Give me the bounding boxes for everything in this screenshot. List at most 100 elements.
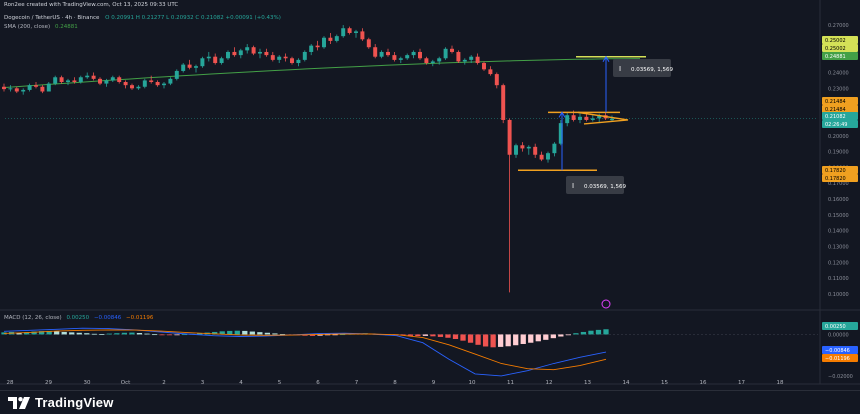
measure-label-box[interactable] [566,176,624,194]
candle[interactable] [66,80,70,83]
candle[interactable] [488,69,493,75]
candle[interactable] [264,51,269,56]
candle[interactable] [411,51,416,56]
candle[interactable] [437,58,442,62]
candle[interactable] [14,88,19,92]
candle[interactable] [424,58,429,64]
candle[interactable] [302,51,307,60]
candle[interactable] [110,77,115,81]
candle[interactable] [494,74,499,86]
candle[interactable] [123,82,128,86]
candle[interactable] [398,58,403,60]
candle[interactable] [258,51,262,54]
candle[interactable] [443,48,448,59]
candle[interactable] [296,59,301,64]
candle[interactable] [526,146,531,149]
candle[interactable] [341,28,346,37]
event-flag-icon[interactable] [601,299,611,309]
candle[interactable] [552,143,557,154]
candle[interactable] [21,89,26,92]
candle[interactable] [590,118,595,120]
candle[interactable] [373,47,378,57]
candle[interactable] [213,56,218,64]
candle[interactable] [130,85,134,89]
candle[interactable] [283,56,288,59]
candle[interactable] [469,56,474,60]
candle[interactable] [309,45,314,52]
price-chart[interactable]: 0.270000.260000.250000.240000.230000.220… [0,0,860,390]
candle[interactable] [59,77,64,83]
candle[interactable] [104,80,109,84]
candle[interactable] [181,64,186,71]
candle[interactable] [520,145,525,149]
candle[interactable] [27,85,32,90]
candle[interactable] [379,51,384,57]
candle[interactable] [507,119,512,155]
candle[interactable] [232,51,237,56]
candle[interactable] [187,64,192,68]
candle[interactable] [46,83,51,92]
candle[interactable] [72,80,77,83]
candle[interactable] [597,115,602,119]
candle[interactable] [334,36,339,41]
candle[interactable] [405,55,410,59]
candle[interactable] [456,51,461,62]
candle[interactable] [162,83,166,86]
candle[interactable] [251,47,256,54]
candle[interactable] [200,58,205,67]
candle[interactable] [610,118,614,121]
candle[interactable] [418,51,422,59]
candle[interactable] [85,75,90,78]
candle[interactable] [533,146,538,155]
candle[interactable] [149,80,154,83]
candle[interactable] [546,153,550,160]
sma-legend[interactable]: SMA (200, close) 0.24881 [4,24,78,30]
candle[interactable] [136,86,141,89]
candle[interactable] [219,58,224,64]
candle[interactable] [117,77,122,83]
symbol-name[interactable]: Dogecoin / TetherUS · 4h · Binance [4,15,100,21]
candle[interactable] [2,86,6,90]
candle[interactable] [475,56,480,64]
candle[interactable] [168,78,173,84]
candle[interactable] [514,145,518,155]
candle[interactable] [578,116,582,120]
candle[interactable] [430,61,435,64]
macd-legend[interactable]: MACD (12, 26, close) 0.00250 −0.00846 −0… [4,315,153,321]
candle[interactable] [277,56,282,60]
candle[interactable] [194,66,198,68]
candle[interactable] [174,70,179,79]
candle[interactable] [155,82,160,86]
candle[interactable] [238,50,243,56]
symbol-legend[interactable]: Dogecoin / TetherUS · 4h · Binance O 0.2… [4,15,281,21]
candle[interactable] [392,55,397,60]
candle[interactable] [40,86,45,92]
candle[interactable] [322,37,326,48]
candle[interactable] [571,115,576,120]
candle[interactable] [450,48,454,52]
candle[interactable] [206,56,211,59]
candle[interactable] [565,115,570,124]
candle[interactable] [558,123,563,144]
candle[interactable] [91,75,96,79]
tradingview-logo[interactable]: TradingView [8,395,114,410]
candle[interactable] [386,51,390,56]
candle[interactable] [34,85,38,87]
candle[interactable] [501,85,506,120]
candle[interactable] [245,47,250,51]
candle[interactable] [328,37,333,41]
candle[interactable] [226,51,230,59]
measure-label-box[interactable] [613,59,671,77]
candle[interactable] [482,63,486,70]
candle[interactable] [462,59,467,62]
candle[interactable] [584,116,589,120]
candle[interactable] [315,45,320,48]
candle[interactable] [360,31,365,40]
candle[interactable] [354,31,358,33]
candle[interactable] [366,39,371,48]
candle[interactable] [539,154,544,160]
candle[interactable] [53,77,58,84]
candle[interactable] [347,28,352,33]
candle[interactable] [8,88,13,90]
candle[interactable] [270,55,275,60]
